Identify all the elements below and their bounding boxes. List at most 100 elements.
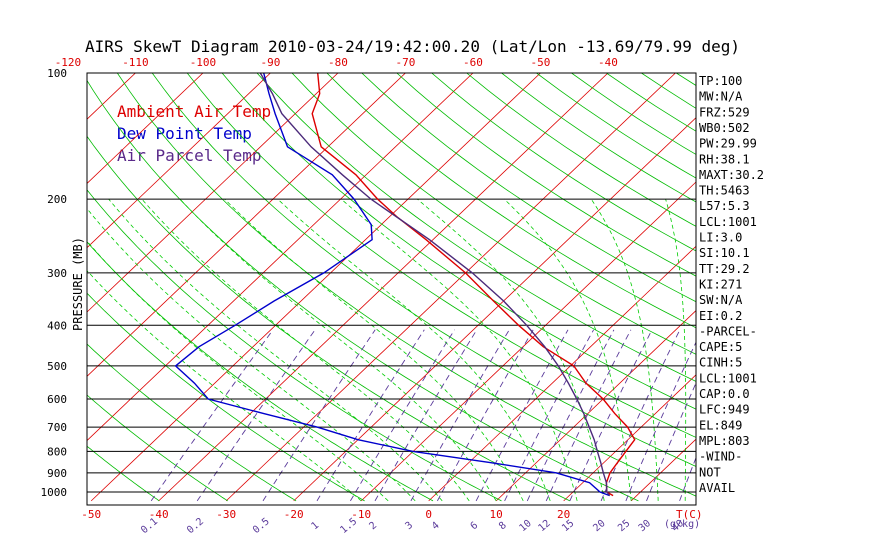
dewpoint-profile-line (174, 73, 610, 497)
mixing-ratio-line (504, 329, 594, 502)
chart-title: AIRS SkewT Diagram 2010-03-24/19:42:00.2… (85, 37, 740, 56)
moist-adiabat-line (503, 198, 632, 501)
top-temp-tick-label: -40 (598, 56, 618, 69)
dry-adiabat-line (87, 135, 571, 502)
mixing-ratio-line (374, 329, 478, 502)
pressure-tick-label: 100 (47, 67, 67, 80)
index-label: KI:271 (699, 277, 742, 291)
mixing-ratio-tick-label: 3 (403, 520, 415, 532)
dry-adiabat-line (396, 73, 696, 277)
index-label: -WIND- (699, 450, 742, 464)
dry-adiabat-line (221, 73, 696, 410)
index-label: LCL:1001 (699, 215, 757, 229)
isotherm-line (87, 73, 339, 313)
isotherm-line (495, 310, 696, 502)
index-label: LCL:1001 (699, 371, 757, 385)
isotherm-line (87, 73, 271, 249)
bottom-temp-tick-label: -10 (351, 508, 371, 521)
isotherm-line (360, 181, 696, 502)
moist-adiabat-line (179, 198, 497, 502)
mixing-ratio-line (262, 329, 376, 502)
isotherm-line (293, 117, 696, 502)
index-label: MW:N/A (699, 90, 743, 104)
index-label: -PARCEL- (699, 324, 757, 338)
moist-adiabat-line (665, 198, 687, 501)
dry-adiabat-line (361, 73, 696, 303)
index-label: CINH:5 (699, 356, 742, 370)
top-temp-tick-label: -70 (396, 56, 416, 69)
pressure-tick-label: 900 (47, 467, 67, 480)
index-label: EI:0.2 (699, 309, 742, 323)
moist-adiabat-line (340, 198, 578, 502)
mixing-ratio-line (475, 329, 569, 502)
dry-adiabat-line (87, 292, 365, 502)
mixing-ratio-tick-label: 12 (536, 518, 552, 534)
index-label: SI:10.1 (699, 246, 750, 260)
dry-adiabat-line (816, 73, 870, 501)
mixing-ratio-tick-label: 0.5 (251, 516, 272, 536)
dry-adiabat-line (186, 73, 696, 438)
index-label: EL:849 (699, 418, 742, 432)
index-label: SW:N/A (699, 293, 743, 307)
isotherm-line (87, 73, 204, 184)
mixing-ratio-line (350, 329, 455, 502)
top-temp-tick-label: -50 (531, 56, 551, 69)
index-label: FRZ:529 (699, 105, 750, 119)
index-label: NOT (699, 465, 721, 479)
top-temp-tick-label: -100 (190, 56, 217, 69)
mixing-ratio-tick-label: 25 (616, 518, 632, 534)
mixing-ratio-line (569, 329, 653, 502)
index-label: WB0:502 (699, 121, 750, 135)
mixing-ratio-line (646, 381, 696, 502)
bottom-temp-tick-label: 10 (490, 508, 503, 521)
pressure-tick-label: 300 (47, 267, 67, 280)
bottom-temp-tick-label: 0 (425, 508, 432, 521)
mixing-ratio-unit-label: (g/kg) (664, 519, 700, 530)
top-temp-tick-label: -80 (328, 56, 348, 69)
legend-entry: Air Parcel Temp (117, 146, 262, 165)
mixing-ratio-line (150, 329, 274, 502)
mixing-ratio-line (410, 329, 510, 502)
top-temp-tick-label: -120 (55, 56, 82, 69)
pressure-tick-label: 200 (47, 193, 67, 206)
dry-adiabat-line (746, 73, 870, 501)
moist-adiabat-line (87, 270, 362, 502)
isotherm-line (87, 73, 136, 120)
parcel-profile-line (259, 73, 611, 497)
mixing-ratio-line (437, 329, 534, 502)
moist-adiabat-line (590, 198, 659, 501)
index-label: PW:29.99 (699, 137, 757, 151)
dry-adiabat-line (431, 73, 696, 252)
mixing-ratio-tick-label: 10 (518, 518, 534, 534)
index-label: CAPE:5 (699, 340, 742, 354)
mixing-ratio-tick-label: 8 (497, 520, 509, 532)
dry-adiabat-line (781, 73, 870, 501)
mixing-ratio-line (625, 341, 696, 502)
isotherm-line (428, 245, 696, 502)
moist-adiabat-line (87, 207, 416, 502)
dry-adiabat-line (256, 73, 696, 382)
index-label: CAP:0.0 (699, 387, 750, 401)
index-label: RH:38.1 (699, 152, 750, 166)
bottom-temp-tick-label: -40 (149, 508, 169, 521)
index-label: MAXT:30.2 (699, 168, 764, 182)
mixing-ratio-tick-label: 4 (430, 520, 442, 532)
mixing-ratio-tick-label: 1 (310, 520, 322, 532)
index-label: TT:29.2 (699, 262, 750, 276)
mixing-ratio-line (526, 329, 615, 502)
dry-adiabat-line (87, 79, 639, 502)
dry-adiabat-line (326, 73, 696, 329)
dry-adiabat-line (87, 394, 228, 502)
dry-adiabat-line (851, 73, 870, 501)
mixing-ratio-line (316, 329, 425, 502)
isotherm-line (87, 73, 474, 442)
mixing-ratio-tick-label: 30 (637, 518, 653, 534)
moist-adiabat-line (277, 198, 551, 502)
legend-entry: Dew Point Temp (117, 124, 252, 143)
pressure-tick-label: 700 (47, 421, 67, 434)
mixing-ratio-tick-label: 20 (591, 518, 607, 534)
bottom-temp-tick-label: 20 (557, 508, 570, 521)
dry-adiabat-line (116, 73, 696, 497)
